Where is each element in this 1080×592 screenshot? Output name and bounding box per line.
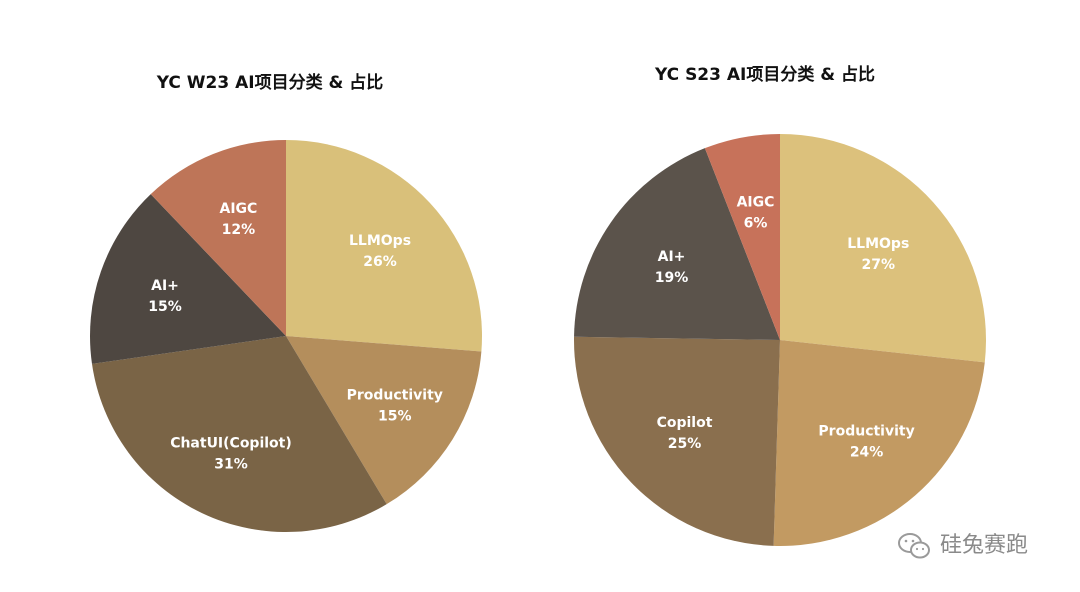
slice-value-aigc-w23: 12% — [222, 222, 256, 238]
slice-value-productivity-w23: 15% — [378, 408, 412, 424]
slice-value-llmops-s23: 27% — [862, 257, 896, 273]
slice-label-copilot-s23: Copilot — [657, 415, 713, 431]
pie-slice-chatui-copilot-w23 — [91, 336, 387, 532]
slice-value-productivity-s23: 24% — [850, 445, 884, 461]
slice-value-copilot-s23: 25% — [668, 436, 702, 452]
slice-value-aigc-s23: 6% — [744, 215, 768, 231]
pie-slice-ai-w23 — [89, 194, 286, 364]
slice-label-chatui-copilot-w23: ChatUI(Copilot) — [170, 436, 292, 452]
pie-slice-productivity-w23 — [286, 336, 482, 505]
slice-label-productivity-w23: Productivity — [347, 387, 443, 403]
pie-slice-aigc-w23 — [150, 140, 286, 336]
slice-value-llmops-w23: 26% — [363, 254, 397, 270]
slice-label-aigc-s23: AIGC — [737, 194, 775, 210]
slice-value-ai-w23: 15% — [148, 299, 182, 315]
watermark-text: 硅兔赛跑 — [940, 533, 1028, 558]
slice-label-productivity-s23: Productivity — [818, 424, 914, 440]
slice-label-aigc-w23: AIGC — [220, 201, 258, 217]
pie-slice-aigc-s23 — [704, 134, 780, 340]
slice-label-ai-s23: AI+ — [658, 249, 686, 265]
pie-slice-productivity-s23 — [773, 340, 985, 546]
chart-title-w23: YC W23 AI项目分类 & 占比 — [156, 72, 384, 93]
watermark: 硅兔赛跑 — [898, 533, 1028, 559]
slice-value-ai-s23: 19% — [655, 270, 689, 286]
slice-label-llmops-w23: LLMOps — [349, 233, 411, 249]
wechat-icon — [898, 533, 930, 559]
pie-slice-ai-s23 — [574, 148, 780, 340]
slice-value-chatui-copilot-w23: 31% — [214, 457, 248, 473]
slice-label-llmops-s23: LLMOps — [847, 236, 909, 252]
pie-slice-llmops-w23 — [286, 140, 482, 352]
pie-chart-s23: LLMOps 27% Productivity 24% Copilot 25% AI+ 19%… — [574, 134, 986, 546]
pie-chart-w23: LLMOps 26% Productivity 15% ChatUI(Copilot) 3… — [89, 140, 482, 532]
slice-label-ai-w23: AI+ — [151, 278, 179, 294]
pie-slice-llmops-s23 — [780, 134, 986, 363]
chart-title-s23: YC S23 AI项目分类 & 占比 — [654, 64, 875, 85]
pie-slice-copilot-s23 — [574, 336, 780, 546]
